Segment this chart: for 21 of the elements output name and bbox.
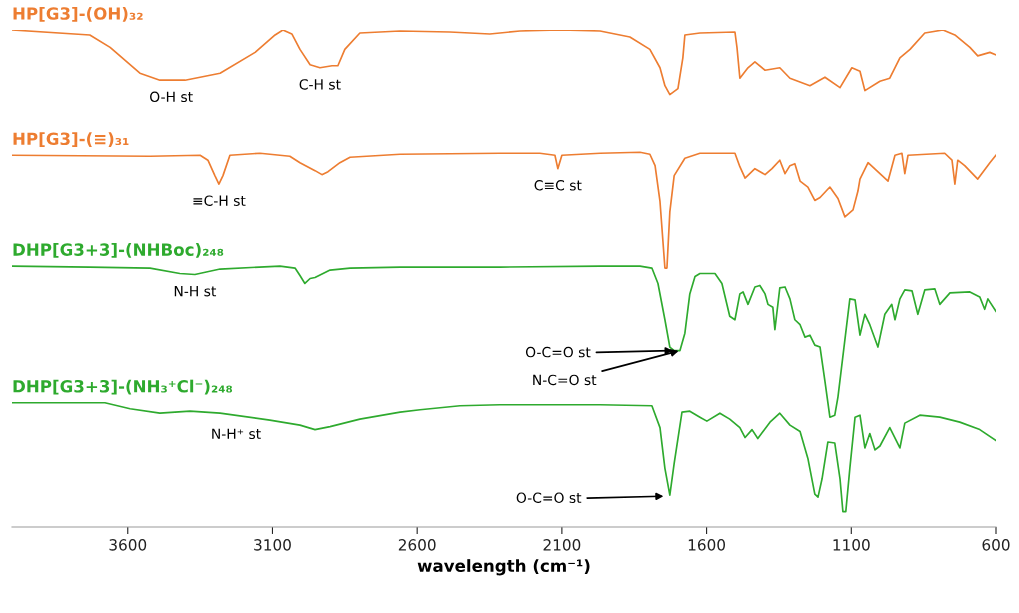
x-tick-label: 1100 — [833, 539, 870, 551]
x-axis-title: wavelength (cm⁻¹) — [417, 559, 590, 576]
series-label: HP[G3]-(≡)₃₁ — [13, 132, 129, 148]
annotation: O-C=O st — [525, 346, 591, 358]
x-tick-label: 1600 — [688, 539, 726, 551]
annotation: O-C=O st — [516, 492, 582, 503]
series-label: DHP[G3+3]-(NHBoc)₂₄₈ — [13, 243, 224, 258]
series-label: DHP[G3+3]-(NH₃⁺Cl⁻)₂₄₈ — [13, 379, 233, 395]
annotation: C-H st — [299, 79, 341, 90]
annotation: N-H⁺ st — [212, 428, 261, 440]
annotation: ≡C-H st — [193, 195, 246, 206]
annotation: N-C=O st — [533, 374, 597, 386]
series-label: HP[G3]-(OH)₃₂ — [13, 6, 143, 22]
annotation: C≡C st — [534, 180, 582, 191]
x-tick-label: 3100 — [254, 539, 291, 551]
x-tick-label: 600 — [982, 539, 1010, 551]
x-tick-label: 2100 — [543, 539, 581, 551]
annotation: N-H st — [174, 286, 217, 297]
x-tick-label: 2600 — [398, 539, 436, 551]
x-tick-label: 3600 — [109, 539, 147, 551]
annotation: O-H st — [150, 91, 193, 103]
